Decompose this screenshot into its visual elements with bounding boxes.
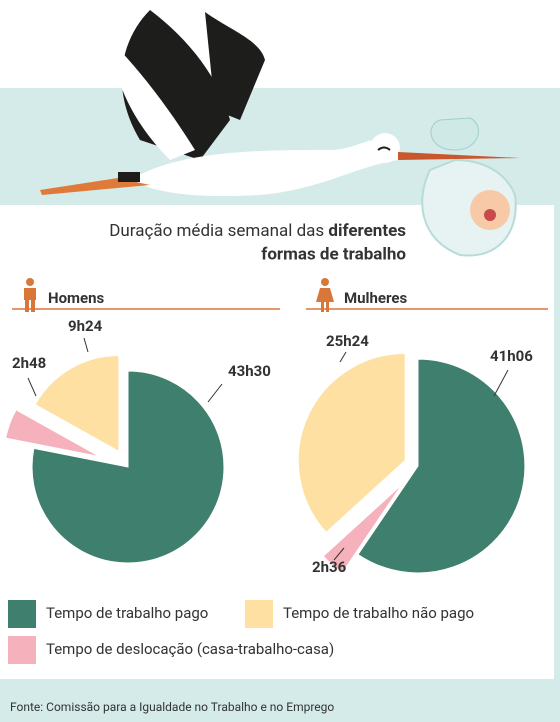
value-label: 9h24: [68, 317, 103, 335]
legend-swatch: [8, 636, 36, 664]
leader-line: [207, 383, 223, 403]
pie-slice: [5, 409, 101, 458]
value-label: 2h48: [12, 354, 46, 372]
title-text: Duração média semanal das: [109, 221, 324, 241]
legend-label: Tempo de trabalho não pago: [283, 604, 474, 622]
title-line-1: Duração média semanal das diferentes: [109, 221, 406, 241]
source: Fonte: Comissão para a Igualdade no Trab…: [10, 700, 334, 714]
pie-title: Homens: [48, 289, 105, 307]
pie-slice: [297, 352, 406, 534]
title-line-2: formas de trabalho: [261, 244, 406, 264]
pie-slice: [31, 370, 225, 564]
legend-swatch: [245, 600, 273, 628]
leader-line: [333, 547, 345, 561]
leader-line: [339, 351, 347, 363]
woman-icon: [316, 278, 334, 312]
legend-label: Tempo de deslocação (casa-trabalho-casa): [46, 640, 334, 658]
legend-swatch: [8, 600, 36, 628]
pie-slice: [34, 354, 120, 453]
pie-slice: [322, 483, 403, 574]
stork-illustration: [40, 10, 520, 257]
value-label: 43h30: [228, 362, 271, 380]
man-icon: [24, 278, 36, 312]
legend-label: Tempo de trabalho pago: [46, 604, 208, 622]
pie-slice: [357, 358, 526, 574]
leader-line: [83, 337, 89, 353]
pie-title: Mulheres: [344, 289, 407, 307]
value-label: 2h36: [312, 558, 347, 576]
title-emphasis: diferentes: [328, 221, 406, 241]
leader-line: [27, 377, 37, 397]
value-label: 41h06: [490, 347, 533, 365]
value-label: 25h24: [326, 332, 369, 350]
leader-line: [493, 369, 509, 397]
